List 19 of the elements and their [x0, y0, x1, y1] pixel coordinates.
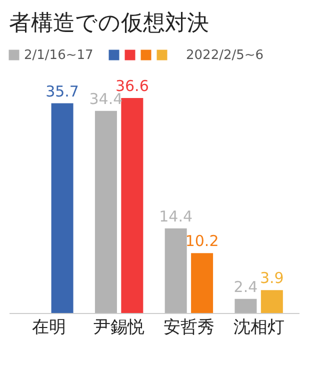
- data-label: 2.4: [234, 278, 258, 296]
- legend-label: 2022/2/5~6: [186, 48, 264, 63]
- data-label: 10.2: [185, 232, 219, 250]
- chart-title: 者構造での仮想対決: [8, 11, 209, 36]
- data-label: 14.4: [159, 207, 193, 226]
- bar: [51, 103, 74, 313]
- bar: [121, 98, 144, 313]
- x-tick-label: 尹錫悦: [94, 318, 145, 338]
- data-label: 3.9: [260, 269, 284, 288]
- bar: [164, 228, 187, 313]
- bar: [260, 290, 283, 313]
- legend-label: 2/1/16~17: [24, 48, 94, 63]
- x-tick-label: 在明: [32, 318, 66, 338]
- x-tick-label: 安哲秀: [163, 318, 214, 338]
- bar: [234, 298, 257, 313]
- bar: [191, 253, 214, 313]
- x-tick-label: 沈相灯: [233, 318, 284, 338]
- data-label: 35.7: [46, 82, 79, 100]
- bar: [94, 110, 117, 313]
